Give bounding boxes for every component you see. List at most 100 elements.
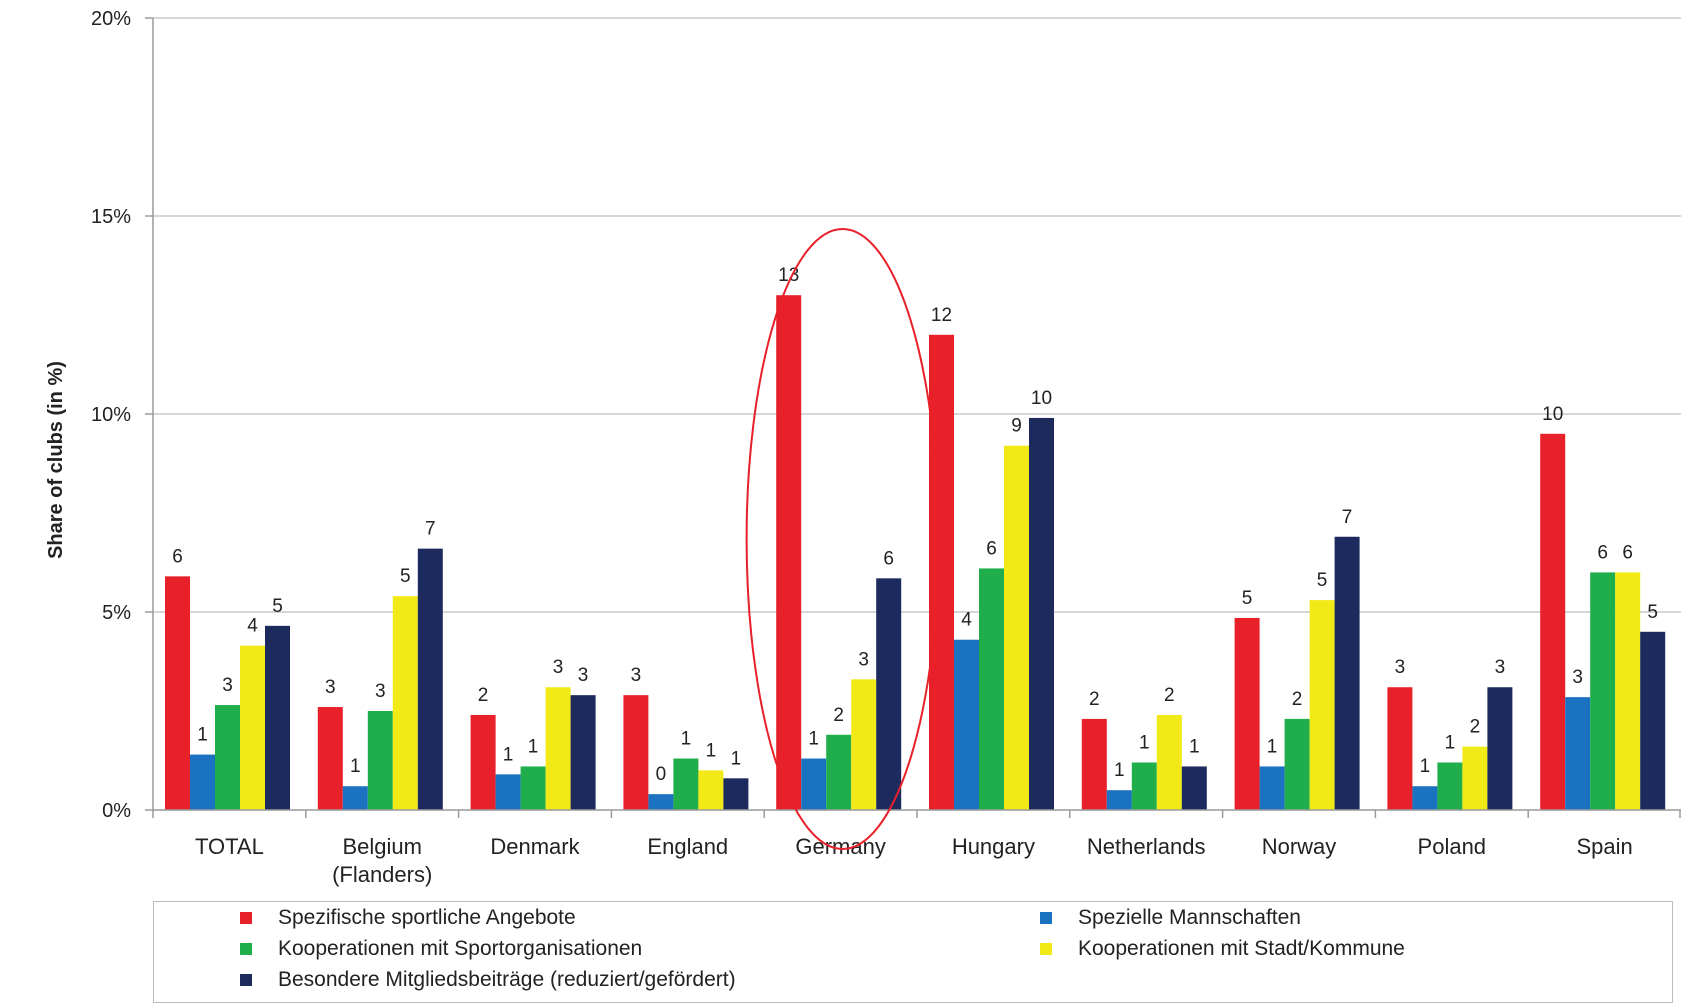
bar <box>1565 697 1591 810</box>
data-label: 3 <box>325 677 336 698</box>
gridlines <box>153 17 1681 613</box>
category-label: Hungary <box>952 834 1035 859</box>
data-label: 9 <box>1011 416 1022 437</box>
category-label: Denmark <box>490 834 580 859</box>
legend-swatch <box>1040 912 1052 924</box>
data-label: 12 <box>931 305 952 326</box>
x-axis-categories: TOTAL Belgium (Flanders) Denmark England Germ… <box>195 834 1633 887</box>
bar <box>342 786 368 810</box>
data-label: 3 <box>578 665 589 686</box>
bar <box>240 645 265 810</box>
data-label: 1 <box>1420 756 1431 777</box>
data-label: 10 <box>1031 388 1052 409</box>
bar <box>1487 687 1513 810</box>
highlight-ellipse <box>745 228 940 850</box>
bar <box>165 576 190 810</box>
data-label: 2 <box>478 685 489 706</box>
legend-swatch <box>240 974 252 986</box>
category-label: Belgium <box>342 834 421 859</box>
bar <box>648 794 674 810</box>
bar <box>876 578 902 810</box>
category-label: (Flanders) <box>332 862 432 887</box>
legend-item: Kooperationen mit Stadt/Kommune <box>1040 937 1405 961</box>
data-label: 6 <box>883 548 894 569</box>
category-label: Poland <box>1418 834 1487 859</box>
data-label: 3 <box>858 649 869 670</box>
data-label: 5 <box>1242 588 1253 609</box>
axes <box>152 18 1681 818</box>
data-label: 6 <box>986 538 997 559</box>
bar <box>367 711 393 810</box>
bar <box>190 754 215 810</box>
legend-item: Spezielle Mannschaften <box>1040 906 1301 930</box>
category-label: Netherlands <box>1087 834 1206 859</box>
data-label: 2 <box>1089 689 1100 710</box>
legend-label: Spezifische sportliche Angebote <box>278 906 576 929</box>
bar <box>1004 445 1029 810</box>
bar <box>1640 631 1666 810</box>
data-label: 6 <box>1597 542 1608 563</box>
data-label: 5 <box>272 596 283 617</box>
bar <box>317 707 343 810</box>
legend-label: Kooperationen mit Sportorganisationen <box>278 937 643 960</box>
bar <box>851 679 877 810</box>
bar <box>1462 746 1488 810</box>
data-label: 1 <box>1445 732 1456 753</box>
data-label: 1 <box>503 744 514 765</box>
legend-label: Besondere Mitgliedsbeiträge (reduziert/g… <box>278 968 736 991</box>
data-label: 1 <box>1189 736 1200 757</box>
bar <box>215 705 240 810</box>
bar <box>520 766 546 810</box>
bar <box>623 695 649 810</box>
y-tick-label: 15% <box>91 206 131 228</box>
data-label: 3 <box>1572 667 1583 688</box>
highlight-ellipse <box>745 228 940 850</box>
category-label: Germany <box>795 834 885 859</box>
legend-item: Kooperationen mit Sportorganisationen <box>240 937 642 961</box>
bar <box>1590 572 1616 810</box>
category-label: TOTAL <box>195 834 264 859</box>
bar <box>392 596 418 810</box>
data-label: 3 <box>553 657 564 678</box>
bar <box>417 548 443 810</box>
bar <box>698 770 724 810</box>
data-label: 7 <box>425 519 436 540</box>
data-label: 0 <box>656 764 667 785</box>
y-tick-label: 10% <box>91 404 131 426</box>
y-tick-label: 0% <box>102 800 131 822</box>
data-label: 6 <box>172 546 183 567</box>
data-label: 10 <box>1542 404 1563 425</box>
bar <box>776 295 802 810</box>
bar <box>1234 617 1260 810</box>
bar <box>954 639 979 810</box>
bar <box>1540 433 1566 810</box>
legend-swatch <box>240 912 252 924</box>
bar <box>545 687 571 810</box>
bar <box>1131 762 1157 810</box>
bar <box>1412 786 1438 810</box>
bar <box>1029 417 1054 810</box>
data-label: 1 <box>528 736 539 757</box>
y-axis-label: Share of clubs (in %) <box>45 361 67 559</box>
legend: Spezifische sportliche Angebote Spezielle… <box>153 901 1673 1003</box>
legend-item: Besondere Mitgliedsbeiträge (reduziert/g… <box>240 968 736 992</box>
data-label: 3 <box>631 665 642 686</box>
data-label: 1 <box>350 756 361 777</box>
data-label: 5 <box>1647 602 1658 623</box>
data-label: 3 <box>1495 657 1506 678</box>
bar <box>265 625 290 810</box>
data-label: 2 <box>1292 689 1303 710</box>
data-label: 3 <box>375 681 386 702</box>
bar <box>826 734 852 810</box>
bar <box>673 758 699 810</box>
legend-swatch <box>1040 943 1052 955</box>
bars <box>165 295 1666 810</box>
data-label: 2 <box>1470 717 1481 738</box>
bar <box>1081 718 1107 810</box>
bar <box>1284 718 1310 810</box>
legend-swatch <box>240 943 252 955</box>
data-label: 7 <box>1342 507 1353 528</box>
category-label: Spain <box>1576 834 1632 859</box>
data-label: 1 <box>808 729 819 750</box>
